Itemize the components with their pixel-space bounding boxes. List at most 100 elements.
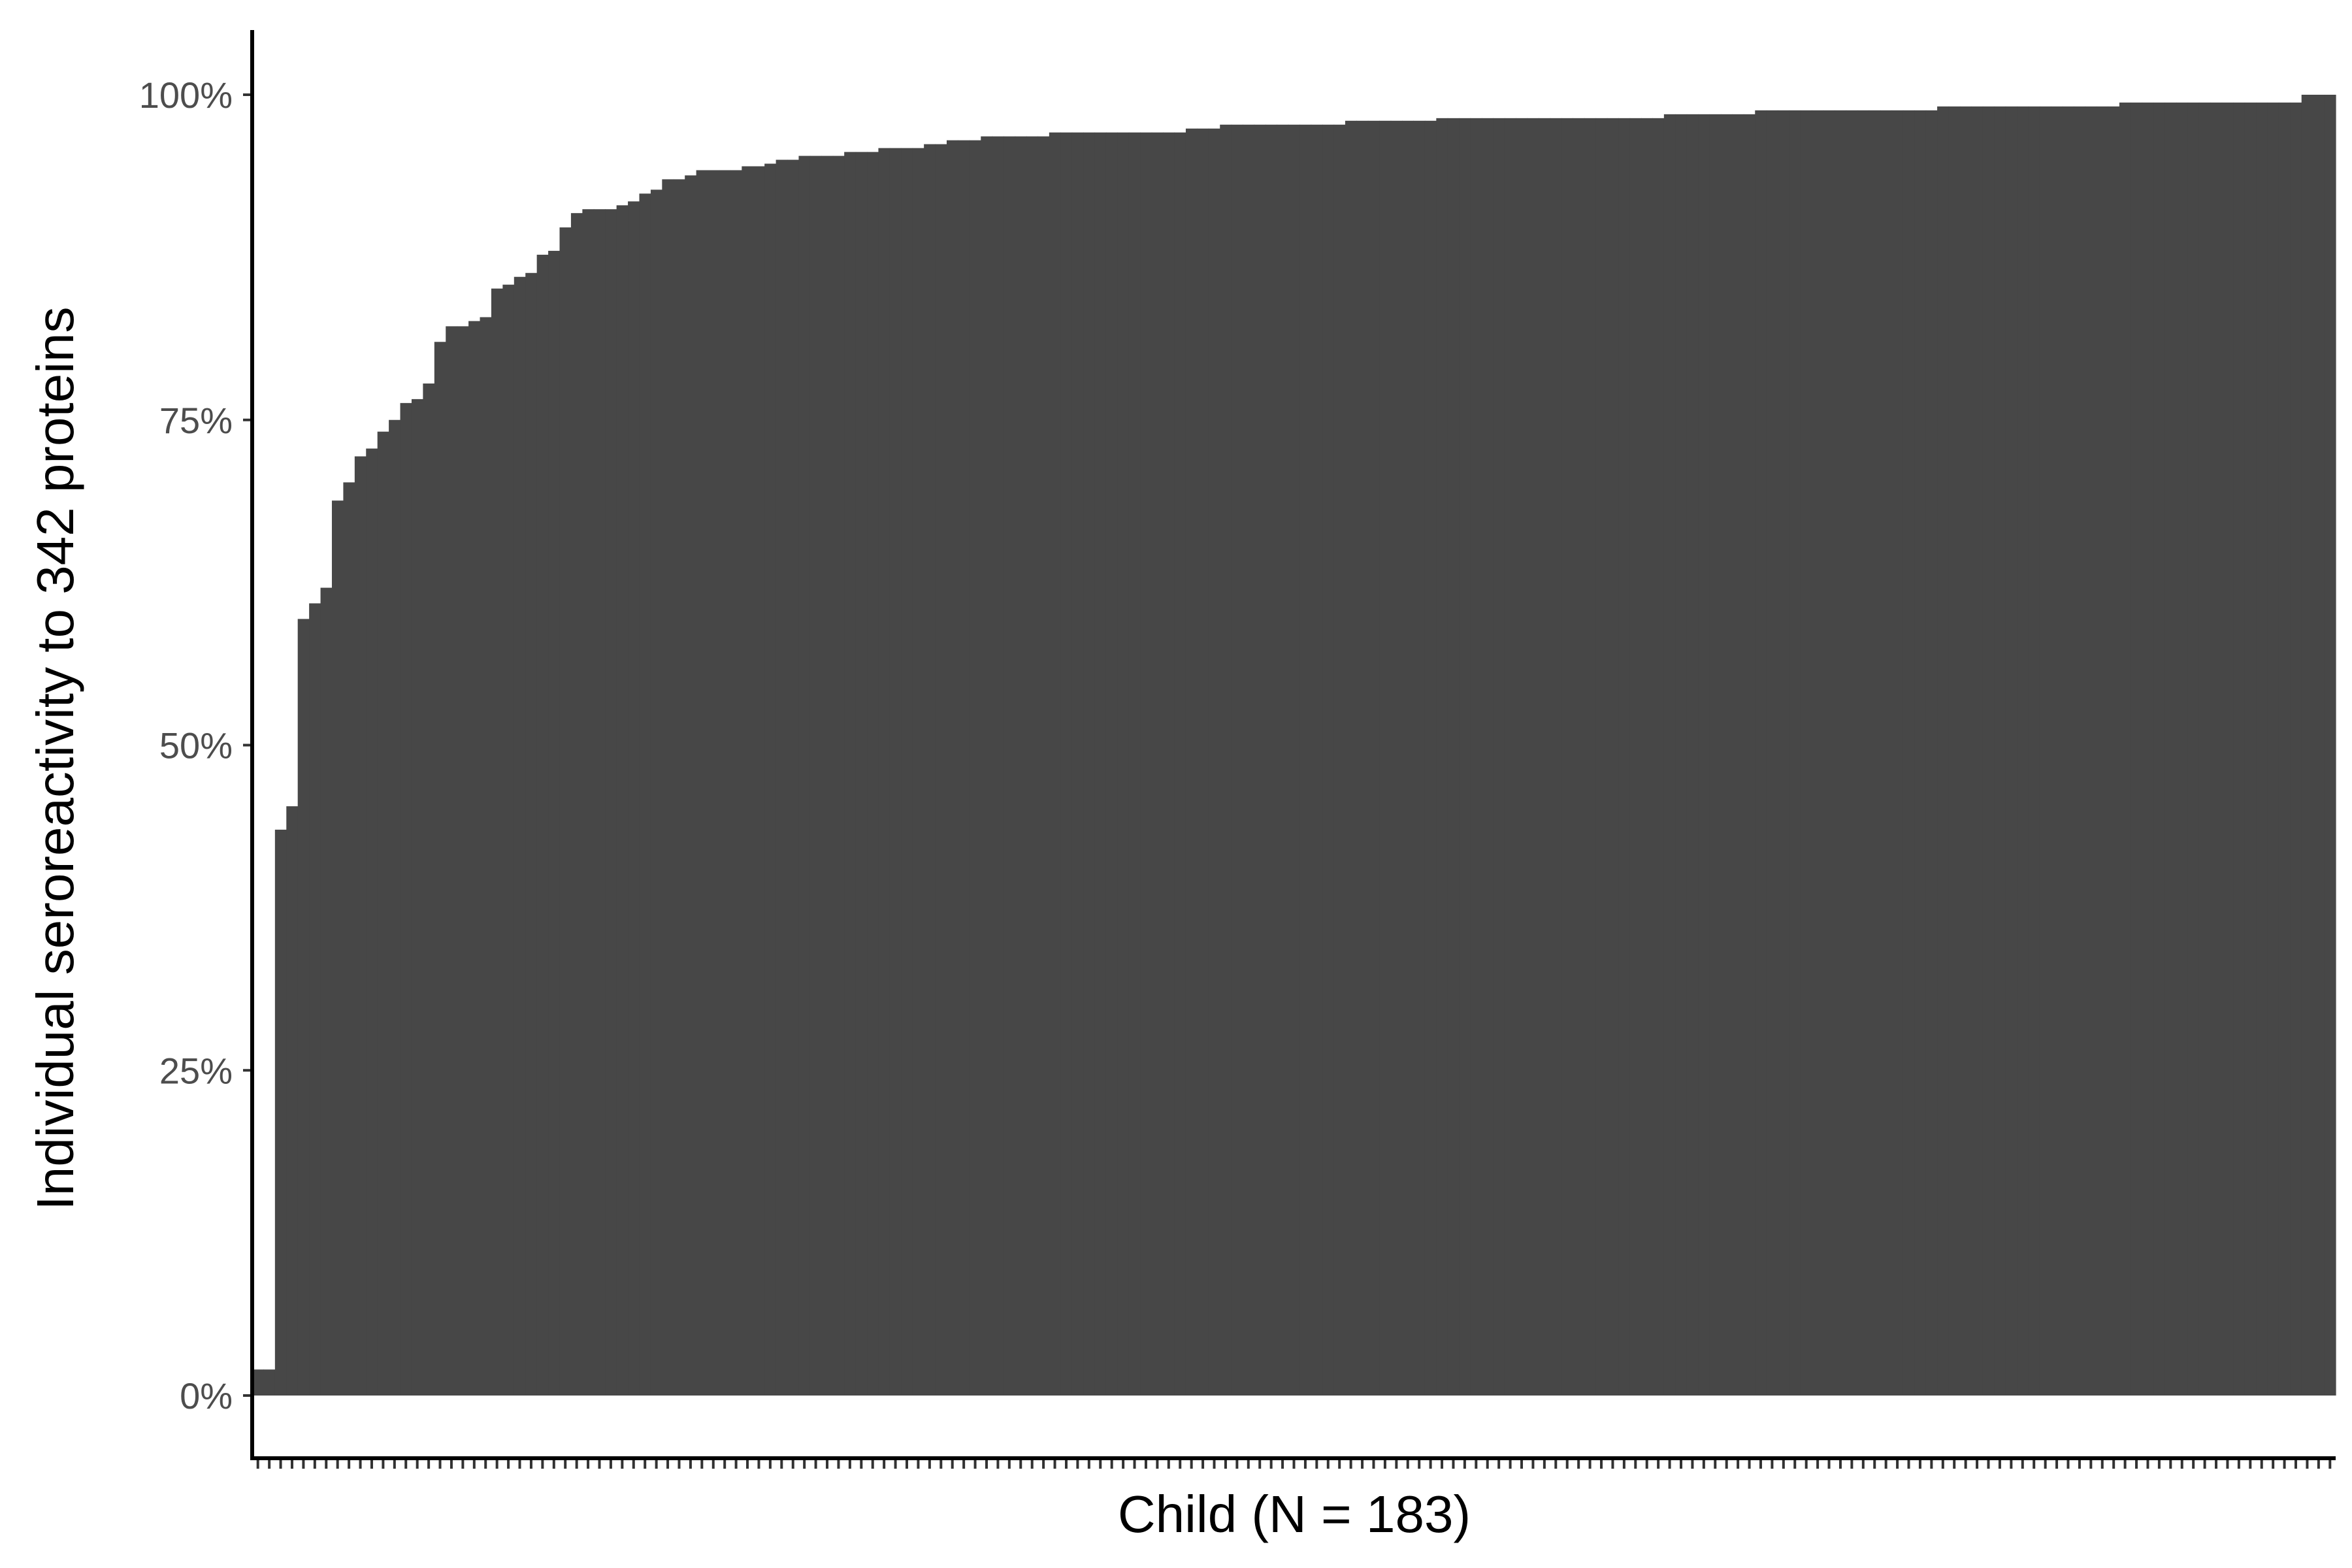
bar: [628, 201, 640, 1396]
bar: [2301, 95, 2313, 1396]
bar: [2198, 102, 2211, 1396]
bar: [1937, 106, 1950, 1396]
bar: [252, 1369, 265, 1396]
bar: [639, 193, 651, 1396]
bar: [502, 284, 515, 1396]
bar: [616, 205, 629, 1396]
bar: [1083, 132, 1096, 1396]
bar: [2324, 95, 2336, 1396]
bar: [2153, 102, 2166, 1396]
y-tick-label: 100%: [139, 74, 233, 116]
bar: [2028, 106, 2040, 1396]
bar: [708, 170, 720, 1396]
bar: [673, 179, 685, 1396]
bar: [878, 148, 890, 1396]
bar: [867, 152, 879, 1396]
bar: [2074, 106, 2086, 1396]
bar: [1367, 120, 1380, 1396]
bar: [1311, 124, 1323, 1396]
bar: [1573, 118, 1585, 1396]
bar: [536, 254, 549, 1396]
bar: [1903, 110, 1915, 1396]
bar: [832, 155, 845, 1396]
bar: [1333, 124, 1346, 1396]
bar: [1447, 118, 1460, 1396]
bar: [2256, 102, 2268, 1396]
bar: [2097, 106, 2109, 1396]
y-tick-label: 75%: [159, 400, 233, 441]
bar: [912, 148, 924, 1396]
bar: [1254, 124, 1266, 1396]
bar: [1026, 136, 1039, 1396]
y-tick-label: 0%: [180, 1375, 233, 1416]
bar: [809, 155, 822, 1396]
bar: [1413, 120, 1426, 1396]
bar: [889, 148, 902, 1396]
bar: [1117, 132, 1130, 1396]
bar: [411, 399, 423, 1396]
bar: [2119, 102, 2131, 1396]
bar: [514, 276, 526, 1396]
bar: [1379, 120, 1392, 1396]
bar: [559, 227, 572, 1396]
bar: [457, 326, 469, 1396]
bar: [2164, 102, 2177, 1396]
bar: [389, 419, 401, 1396]
bar: [354, 456, 367, 1396]
bar: [1288, 124, 1300, 1396]
bar: [2290, 102, 2302, 1396]
bar: [855, 152, 868, 1396]
bar: [491, 288, 503, 1396]
bar: [480, 317, 492, 1396]
bar: [1243, 124, 1255, 1396]
bar: [1094, 132, 1107, 1396]
y-tick-label: 50%: [159, 725, 233, 766]
bar: [1140, 132, 1152, 1396]
bar: [1835, 110, 1847, 1396]
bar: [1493, 118, 1505, 1396]
bar: [1299, 124, 1312, 1396]
bar: [446, 326, 458, 1396]
bar: [1390, 120, 1403, 1396]
bar: [1163, 132, 1175, 1396]
bar: [1220, 124, 1232, 1396]
bar: [1948, 106, 1961, 1396]
bar: [1322, 124, 1335, 1396]
bar: [1800, 110, 1812, 1396]
bar: [366, 448, 378, 1396]
bar: [901, 148, 913, 1396]
bar: [2176, 102, 2189, 1396]
bar: [1550, 118, 1562, 1396]
bar: [605, 209, 617, 1396]
bar: [423, 384, 435, 1396]
bar: [1402, 120, 1414, 1396]
bar: [1778, 110, 1790, 1396]
bar: [1846, 110, 1858, 1396]
bar: [1607, 118, 1619, 1396]
bar: [1356, 120, 1369, 1396]
bar: [1686, 114, 1699, 1396]
bar: [685, 175, 697, 1396]
bar: [400, 402, 412, 1396]
bar: [1959, 106, 1972, 1396]
bar: [2039, 106, 2051, 1396]
bar: [787, 159, 800, 1396]
bar: [1037, 136, 1050, 1396]
bar: [1675, 114, 1688, 1396]
bar: [1709, 114, 1722, 1396]
bar: [1128, 132, 1141, 1396]
bar: [1994, 106, 2006, 1396]
bar: [1982, 106, 1995, 1396]
bar: [548, 250, 561, 1396]
bar: [1698, 114, 1710, 1396]
bar: [992, 136, 1004, 1396]
bar: [2267, 102, 2279, 1396]
bar: [434, 342, 446, 1396]
bar: [1459, 118, 1471, 1396]
bar: [1880, 110, 1892, 1396]
bar: [753, 166, 765, 1396]
bar: [1732, 114, 1744, 1396]
bar: [274, 829, 287, 1396]
bar: [2062, 106, 2074, 1396]
